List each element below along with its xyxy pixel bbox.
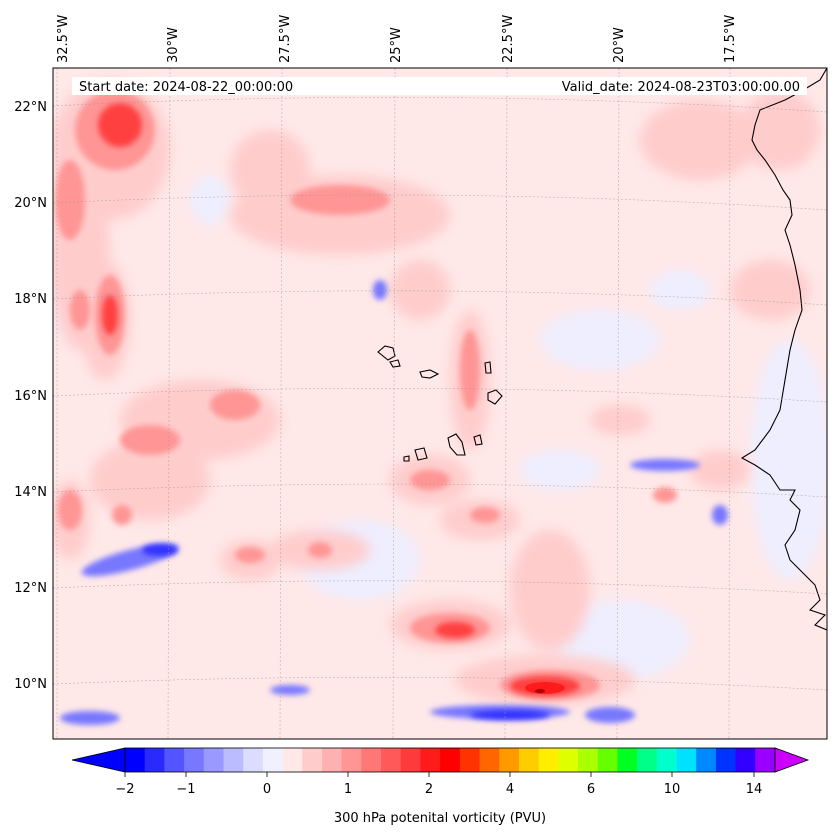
colorbar-cell <box>499 748 520 772</box>
map-panel: Start date: 2024-08-22_00:00:00 Valid_da… <box>53 68 827 739</box>
colorbar-cell <box>755 748 776 772</box>
colorbar-cell <box>420 748 441 772</box>
colorbar-tick-label: 2 <box>425 782 433 797</box>
lon-label: 32.5°W <box>56 15 71 63</box>
lat-label: 20°N <box>14 196 47 211</box>
colorbar-cell <box>203 748 224 772</box>
lat-label: 12°N <box>14 581 47 596</box>
colorbar-cell <box>262 748 284 772</box>
colorbar-cell <box>735 748 756 772</box>
colorbar-cells <box>125 748 776 772</box>
colorbar-cell <box>282 748 303 772</box>
colorbar-cell <box>518 748 540 772</box>
lon-label: 30°W <box>166 27 181 63</box>
lon-label: 20°W <box>612 27 627 63</box>
colorbar-tick-label: −2 <box>115 782 134 797</box>
colorbar-cell <box>361 748 382 772</box>
colorbar-tick-label: −1 <box>176 782 195 797</box>
colorbar-cell <box>223 748 244 772</box>
longitude-labels: 32.5°W 30°W 27.5°W 25°W 22.5°W 20°W 17.5… <box>56 15 738 63</box>
start-date: Start date: 2024-08-22_00:00:00 <box>79 80 293 95</box>
colorbar-cell <box>656 748 678 772</box>
valid-date: Valid_date: 2024-08-23T03:00:00.00 <box>562 80 800 95</box>
coastline <box>740 68 827 631</box>
colorbar-cell <box>243 748 264 772</box>
colorbar-cell <box>164 748 185 772</box>
colorbar-cell <box>558 748 579 772</box>
colorbar-cell <box>184 748 205 772</box>
pv-max-regions <box>98 103 580 696</box>
colorbar: −2 −1 0 1 2 4 6 10 14 300 hPa potenital vorticit… <box>71 747 810 826</box>
colorbar-cell <box>459 748 481 772</box>
header-band <box>72 77 807 95</box>
colorbar-cell <box>617 748 638 772</box>
pv-peak-core <box>525 682 565 694</box>
map-frame <box>52 67 828 740</box>
colorbar-tick-label: 10 <box>664 782 681 797</box>
colorbar-cell <box>321 748 343 772</box>
colorbar-cell <box>578 748 599 772</box>
colorbar-under-arrow <box>72 748 125 772</box>
colorbar-tick-label: 14 <box>746 782 763 797</box>
colorbar-label: 300 hPa potenital vorticity (PVU) <box>334 811 546 826</box>
colorbar-cell <box>381 748 402 772</box>
colorbar-cell <box>538 748 559 772</box>
colorbar-cell <box>676 748 697 772</box>
lon-label: 25°W <box>389 27 404 63</box>
lat-label: 10°N <box>14 677 47 692</box>
colorbar-cell <box>696 748 717 772</box>
colorbar-cell <box>637 748 658 772</box>
colorbar-cell <box>341 748 362 772</box>
lon-label: 22.5°W <box>501 15 516 63</box>
latitude-labels: 22°N 20°N 18°N 16°N 14°N 12°N 10°N <box>14 100 47 692</box>
lat-label: 14°N <box>14 485 47 500</box>
colorbar-cell <box>479 748 500 772</box>
lon-label: 17.5°W <box>723 15 738 63</box>
pv-low-regions <box>55 175 827 680</box>
pv-min-regions <box>142 544 550 720</box>
colorbar-cell <box>125 748 146 772</box>
lon-label: 27.5°W <box>278 15 293 63</box>
colorbar-cell <box>400 748 421 772</box>
colorbar-over-arrow <box>775 748 808 772</box>
colorbar-cell <box>440 748 461 772</box>
colorbar-cell <box>302 748 323 772</box>
lat-label: 16°N <box>14 389 47 404</box>
colorbar-tick-label: 6 <box>587 782 595 797</box>
colorbar-cell <box>715 748 737 772</box>
colorbar-ticks: −2 −1 0 1 2 4 6 10 14 <box>115 772 762 797</box>
colorbar-cell <box>597 748 618 772</box>
colorbar-tick-label: 0 <box>263 782 271 797</box>
colorbar-cell <box>144 748 165 772</box>
cape-verde-islands <box>377 345 503 462</box>
pv-peak-dot <box>535 689 545 693</box>
colorbar-tick-label: 1 <box>344 782 352 797</box>
colorbar-tick-label: 4 <box>506 782 514 797</box>
lat-label: 22°N <box>14 100 47 115</box>
lat-label: 18°N <box>14 292 47 307</box>
